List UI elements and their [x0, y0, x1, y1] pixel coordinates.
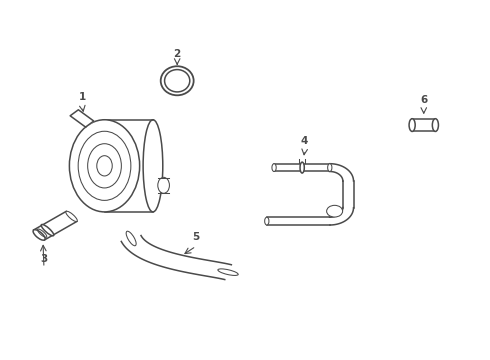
- Ellipse shape: [158, 177, 170, 193]
- Ellipse shape: [33, 230, 45, 240]
- Ellipse shape: [126, 231, 136, 246]
- Ellipse shape: [272, 164, 276, 171]
- Text: 3: 3: [40, 254, 48, 264]
- Ellipse shape: [143, 120, 163, 212]
- Polygon shape: [70, 110, 94, 127]
- Text: 5: 5: [193, 232, 200, 242]
- Ellipse shape: [300, 162, 304, 173]
- Text: 4: 4: [301, 136, 308, 146]
- Ellipse shape: [327, 205, 343, 217]
- Text: 6: 6: [420, 95, 427, 105]
- Ellipse shape: [70, 120, 140, 212]
- Ellipse shape: [41, 225, 54, 236]
- Ellipse shape: [409, 119, 415, 131]
- Text: 2: 2: [173, 49, 181, 59]
- Text: 1: 1: [79, 93, 86, 103]
- Ellipse shape: [432, 119, 439, 131]
- Ellipse shape: [265, 217, 269, 225]
- Ellipse shape: [66, 211, 77, 221]
- Ellipse shape: [328, 164, 332, 171]
- Ellipse shape: [218, 269, 238, 275]
